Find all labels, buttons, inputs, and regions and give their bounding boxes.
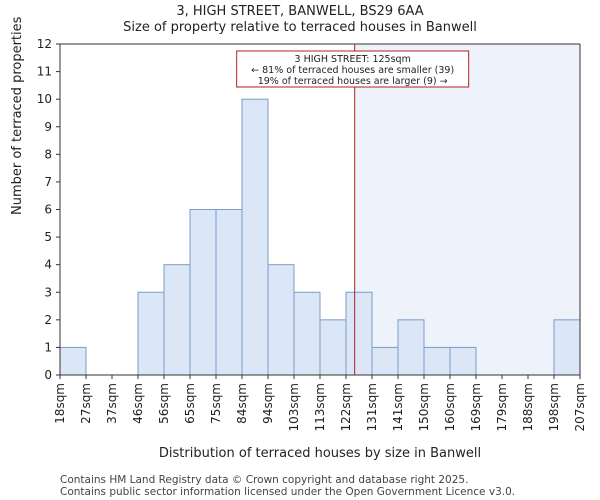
x-tick-label: 103sqm — [287, 383, 301, 431]
histogram-bar — [371, 346, 399, 376]
histogram-bar — [423, 346, 451, 376]
histogram-bar — [241, 98, 269, 376]
y-tick-label: 2 — [44, 313, 52, 327]
x-tick-label: 131sqm — [365, 383, 379, 431]
larger-region-shade — [354, 44, 580, 375]
y-tick-label: 0 — [44, 368, 52, 382]
histogram-bar — [189, 209, 217, 376]
x-tick-label: 150sqm — [417, 383, 431, 431]
histogram-bar — [293, 291, 321, 376]
x-axis-label: Distribution of terraced houses by size … — [158, 446, 482, 461]
x-tick-label: 113sqm — [313, 383, 327, 431]
y-tick-label: 1 — [44, 340, 52, 354]
footer-licence: Contains public sector information licen… — [60, 486, 516, 498]
chart-subtitle: Size of property relative to terraced ho… — [123, 20, 477, 35]
y-tick-label: 7 — [44, 175, 52, 189]
x-tick-label: 37sqm — [105, 383, 119, 424]
annotation-line: 3 HIGH STREET: 125sqm — [295, 54, 411, 65]
x-tick-label: 65sqm — [183, 383, 197, 424]
y-tick-label: 6 — [44, 203, 52, 217]
y-tick-label: 5 — [44, 230, 52, 244]
x-tick-label: 18sqm — [53, 383, 67, 424]
x-tick-label: 188sqm — [521, 383, 535, 431]
x-tick-label: 122sqm — [339, 383, 353, 431]
histogram-bar — [163, 264, 191, 376]
y-tick-label: 9 — [44, 120, 52, 134]
x-tick-label: 169sqm — [469, 383, 483, 431]
x-tick-label: 75sqm — [209, 383, 223, 424]
x-tick-label: 198sqm — [547, 383, 561, 431]
annotation-line: 19% of terraced houses are larger (9) → — [258, 76, 448, 87]
histogram-bar — [553, 319, 581, 376]
chart-title: 3, HIGH STREET, BANWELL, BS29 6AA — [176, 4, 424, 19]
x-tick-label: 84sqm — [235, 383, 249, 424]
x-tick-label: 179sqm — [495, 383, 509, 431]
footer-copyright: Contains HM Land Registry data © Crown c… — [60, 474, 469, 486]
annotation-line: ← 81% of terraced houses are smaller (39… — [251, 65, 454, 76]
x-tick-label: 207sqm — [573, 383, 587, 431]
x-tick-label: 160sqm — [443, 383, 457, 431]
x-tick-label: 46sqm — [131, 383, 145, 424]
histogram-bar — [137, 291, 165, 376]
y-tick-label: 8 — [44, 147, 52, 161]
histogram-bar — [397, 319, 425, 376]
histogram-bar — [215, 209, 243, 376]
histogram-bar — [449, 346, 477, 376]
y-tick-label: 10 — [37, 92, 52, 106]
x-tick-label: 27sqm — [79, 383, 93, 424]
y-tick-label: 12 — [37, 37, 52, 51]
histogram-bar — [267, 264, 295, 376]
y-tick-label: 3 — [44, 285, 52, 299]
x-tick-label: 141sqm — [391, 383, 405, 431]
histogram-bar — [319, 319, 347, 376]
x-tick-label: 56sqm — [157, 383, 171, 424]
y-axis-label: Number of terraced properties — [10, 16, 25, 215]
histogram-bar — [59, 346, 87, 376]
y-tick-label: 4 — [44, 258, 52, 272]
x-tick-label: 94sqm — [261, 383, 275, 424]
histogram-bar — [345, 291, 373, 376]
y-tick-label: 11 — [37, 65, 52, 79]
annotation-box — [236, 50, 470, 88]
